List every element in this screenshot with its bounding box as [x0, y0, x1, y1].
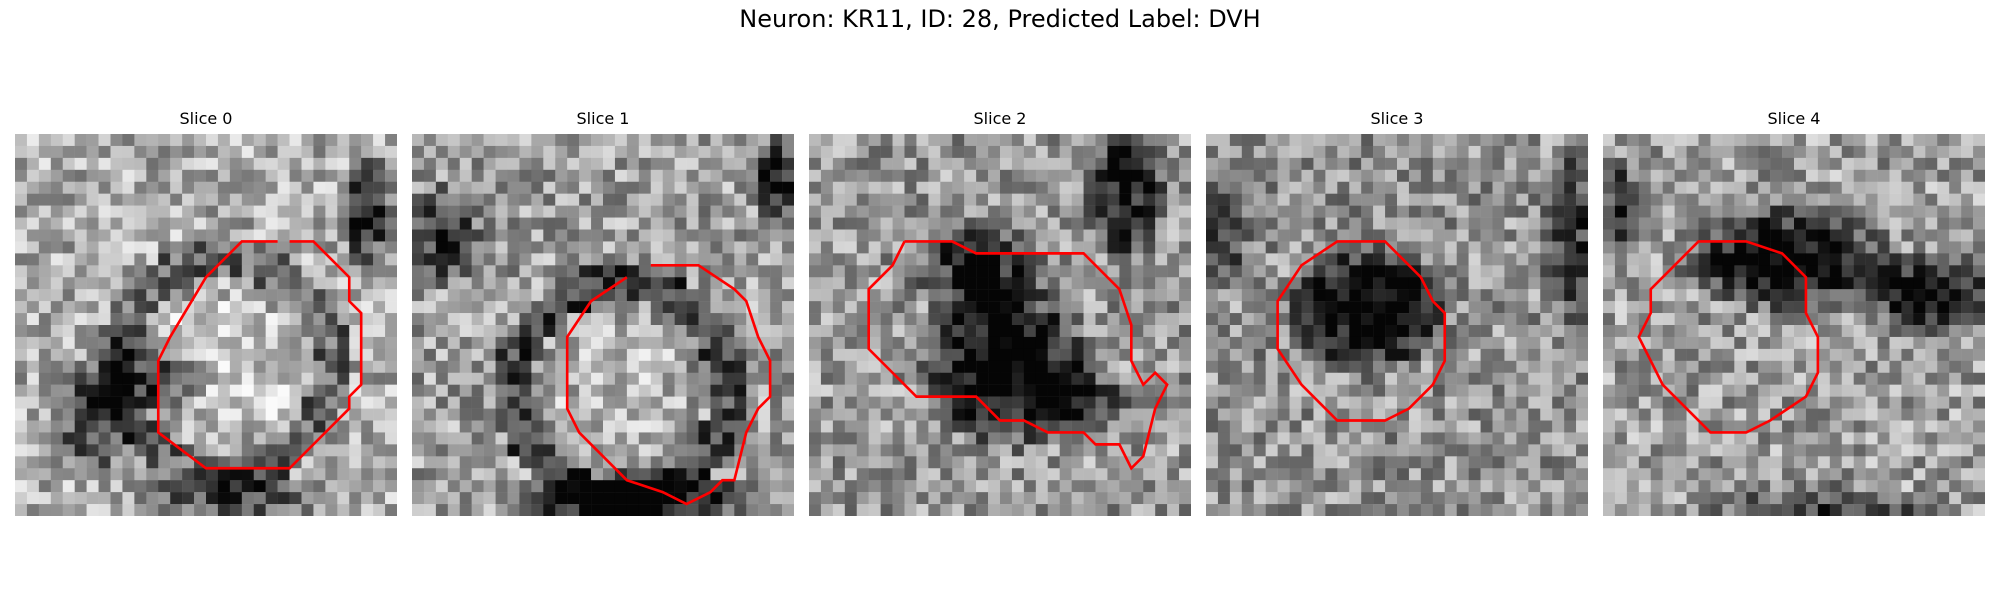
grayscale-pixel-grid: [412, 134, 794, 516]
slice-title-2: Slice 2: [973, 109, 1027, 128]
slice-image-4: [1603, 134, 1985, 516]
figure-title: Neuron: KR11, ID: 28, Predicted Label: D…: [739, 5, 1261, 33]
grayscale-pixel-grid: [1206, 134, 1588, 516]
neuron-contour: [1637, 240, 1820, 434]
slice-image-1: [412, 134, 794, 516]
grayscale-pixel-grid: [15, 134, 397, 516]
slice-image-0: [15, 134, 397, 516]
slice-title-0: Slice 0: [179, 109, 233, 128]
slice-image-3: [1206, 134, 1588, 516]
slice-title-4: Slice 4: [1767, 109, 1821, 128]
neuron-contour: [867, 240, 1169, 471]
grayscale-pixel-grid: [809, 134, 1191, 516]
slice-image-2: [809, 134, 1191, 516]
slice-title-3: Slice 3: [1370, 109, 1424, 128]
neuron-contour: [1276, 240, 1447, 422]
slice-panel-3: Slice 3: [1206, 108, 1588, 516]
grayscale-pixel-grid: [1603, 134, 1985, 516]
neuron-contour: [156, 240, 363, 470]
slice-panel-1: Slice 1: [412, 108, 794, 516]
neuron-contour: [565, 263, 772, 506]
slice-panel-0: Slice 0: [15, 108, 397, 516]
slice-panel-2: Slice 2: [809, 108, 1191, 516]
slice-title-1: Slice 1: [576, 109, 630, 128]
slice-panel-4: Slice 4: [1603, 108, 1985, 516]
